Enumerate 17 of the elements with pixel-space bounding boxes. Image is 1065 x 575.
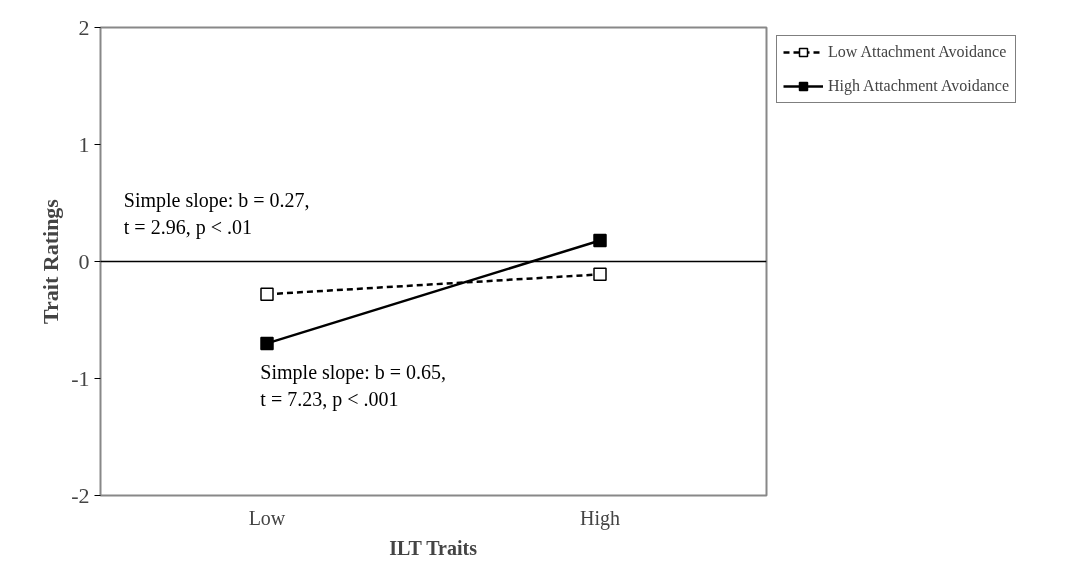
annotation: Simple slope: b = 0.65, t = 7.23, p < .001 [260, 360, 447, 412]
y-tick-label: -1 [71, 365, 90, 391]
y-tick-label: 2 [78, 14, 90, 40]
x-tick-label: Low [248, 506, 286, 529]
y-tick-label: -2 [71, 482, 90, 508]
legend-label: High Attachment Avoidance [828, 77, 1009, 95]
point [593, 267, 607, 282]
point [260, 287, 274, 302]
y-tick-label: 0 [78, 248, 90, 274]
y-axis-title: Trait Ratings [38, 198, 64, 324]
point [260, 336, 274, 351]
legend-label: Low Attachment Avoidance [828, 43, 1007, 61]
point [593, 233, 607, 248]
x-tick-label: High [580, 506, 620, 530]
x-axis-title: ILT Traits [389, 536, 478, 559]
annotation: Simple slope: b = 0.27, t = 2.96, p < .01 [123, 188, 310, 240]
y-tick-label: 1 [78, 131, 90, 157]
